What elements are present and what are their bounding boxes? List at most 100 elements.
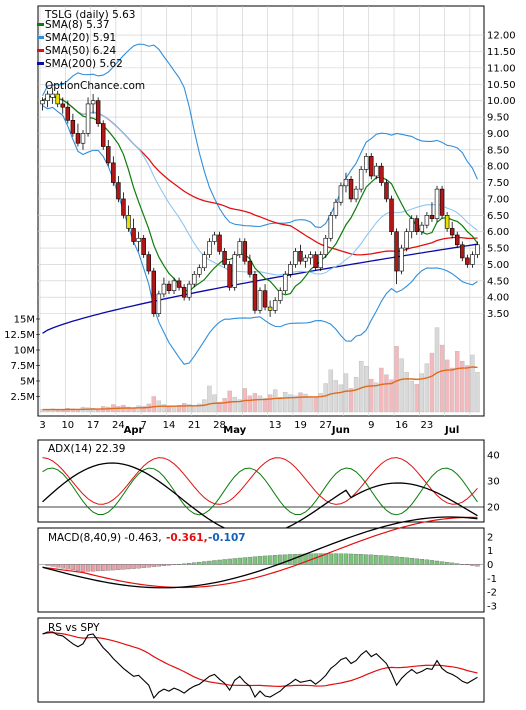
candle-body — [395, 232, 399, 271]
price-tick-label: 9.00 — [487, 129, 509, 140]
macd-histogram-bar — [248, 557, 252, 564]
legend-swatch — [37, 49, 44, 52]
price-tick-label: 10.50 — [487, 80, 516, 91]
macd-value-label: -0.361, — [166, 532, 208, 544]
candle-body — [142, 238, 146, 254]
volume-bar — [263, 398, 267, 412]
macd-histogram-bar — [218, 560, 222, 565]
candle-body — [455, 235, 459, 245]
candle-body — [440, 189, 444, 215]
x-tick-label: Jun — [331, 425, 350, 436]
candle-body — [359, 169, 363, 189]
x-tick-label: 9 — [368, 420, 374, 431]
macd-histogram-bar — [293, 554, 297, 564]
volume-bar — [395, 346, 399, 412]
macd-histogram-bar — [400, 557, 404, 564]
candle-body — [56, 94, 60, 104]
volume-bar — [233, 397, 237, 412]
macd-histogram-bar — [445, 562, 449, 564]
x-tick-label: 19 — [294, 420, 307, 431]
macd-histogram-bar — [212, 560, 216, 564]
macd-histogram-bar — [253, 557, 257, 565]
candle-body — [152, 271, 156, 314]
candle-body — [233, 255, 237, 288]
price-tick-label: 11.00 — [487, 63, 516, 74]
macd-histogram-bar — [147, 564, 151, 567]
volume-bar — [172, 406, 176, 412]
macd-histogram-bar — [369, 555, 373, 565]
macd-histogram-bar — [339, 554, 343, 565]
candle-body — [293, 251, 297, 264]
macd-histogram-bar — [349, 554, 353, 565]
x-tick-label: Jul — [444, 425, 459, 436]
macd-histogram-bar — [76, 564, 80, 570]
volume-bar — [329, 370, 333, 412]
macd-histogram-bar — [364, 555, 368, 565]
macd-histogram-bar — [126, 564, 130, 569]
price-tick-label: 8.00 — [487, 162, 509, 173]
adx-label: ADX(14) 22.39 — [48, 443, 125, 455]
price-axis-ticks: 12.0011.5011.0010.5010.009.509.008.508.0… — [487, 31, 516, 321]
volume-bar — [400, 359, 404, 412]
macd-histogram-bar — [81, 564, 85, 571]
macd-histogram-bar — [86, 564, 90, 571]
candle-body — [364, 156, 368, 169]
candle-body — [288, 264, 292, 274]
volume-bar — [344, 374, 348, 412]
volume-bar — [324, 383, 328, 412]
candle-body — [86, 104, 90, 133]
volume-bar — [430, 353, 434, 412]
volume-bar — [435, 328, 439, 412]
macd-histogram-bar — [207, 561, 211, 564]
macd-histogram-bar — [359, 554, 363, 564]
macd-histogram-bar — [395, 557, 399, 565]
candle-body — [41, 101, 45, 104]
macd-histogram-bar — [121, 564, 125, 569]
candle-body — [106, 147, 110, 163]
macd-histogram-bar — [137, 564, 141, 568]
candle-body — [182, 287, 186, 297]
candle-body — [258, 291, 262, 311]
candle-body — [415, 219, 419, 232]
volume-bar — [182, 403, 186, 412]
macd-label: MACD(8,40,9) -0.463, — [48, 532, 162, 544]
candle-body — [425, 215, 429, 225]
macd-histogram-bar — [182, 564, 186, 565]
price-tick-label: 3.50 — [487, 309, 509, 320]
x-tick-label: 3 — [39, 420, 45, 431]
candle-body — [329, 215, 333, 238]
volume-tick-label: 2.5M — [10, 392, 35, 403]
volume-bar — [374, 383, 378, 412]
candle-body — [390, 199, 394, 232]
candle-body — [51, 94, 55, 97]
candle-body — [238, 242, 242, 255]
volume-bar — [293, 396, 297, 412]
macd-histogram-bar — [116, 564, 120, 569]
macd-histogram-bar — [228, 559, 232, 565]
macd-histogram-bar — [238, 558, 242, 564]
macd-histogram-bar — [233, 558, 237, 564]
macd-histogram-bar — [379, 556, 383, 565]
macd-panel: 210-1-2-3 MACD(8,40,9) -0.463, -0.361, -… — [38, 517, 497, 612]
candle-body — [127, 215, 131, 228]
candle-body — [304, 258, 308, 261]
volume-bar — [61, 410, 65, 412]
macd-histogram-bar — [273, 555, 277, 564]
candle-body — [162, 284, 166, 294]
rs-panel: RS vs SPY — [38, 618, 484, 702]
volume-tick-label: 15M — [14, 315, 35, 326]
volume-bar — [258, 396, 262, 412]
candle-body — [268, 307, 272, 310]
candle-body — [314, 255, 318, 268]
x-tick-label: 27 — [319, 420, 332, 431]
legend-label: SMA(8) 5.37 — [45, 19, 110, 31]
price-tick-label: 5.00 — [487, 260, 509, 271]
macd-histogram-bar — [56, 564, 60, 567]
macd-histogram-bar — [223, 559, 227, 564]
price-tick-label: 9.50 — [487, 113, 509, 124]
macd-histogram-bar — [152, 564, 156, 566]
macd-histogram-bar — [111, 564, 115, 570]
volume-bar — [470, 355, 474, 412]
